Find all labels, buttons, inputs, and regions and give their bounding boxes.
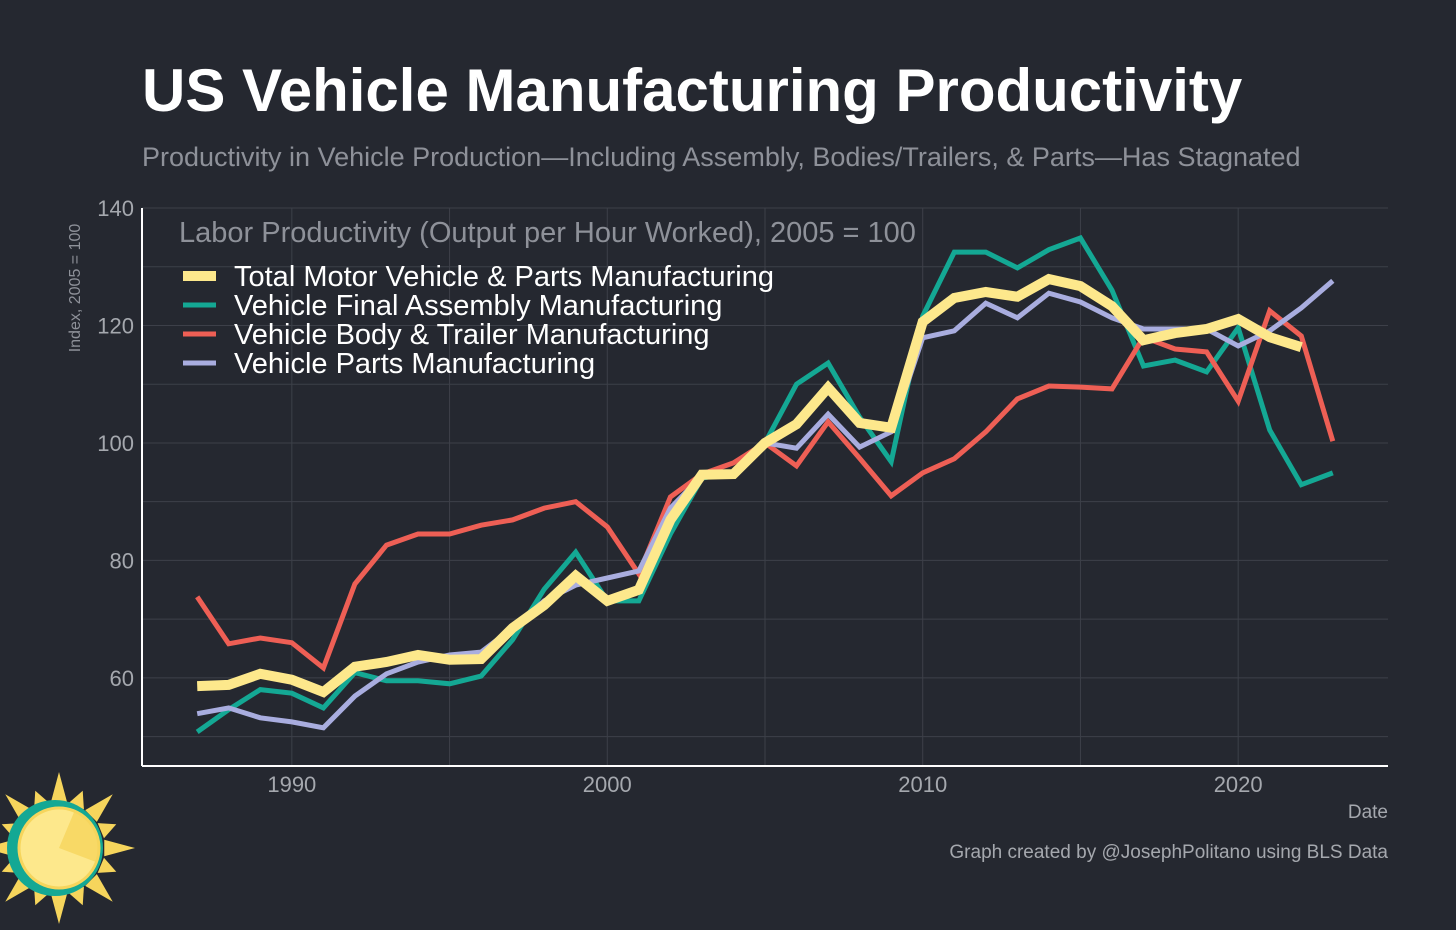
sun-ray: [50, 772, 68, 803]
source-credit: Graph created by @JosephPolitano using B…: [949, 842, 1388, 863]
sun-ray: [68, 790, 84, 810]
sun-ray: [97, 823, 117, 839]
legend-label: Vehicle Parts Manufacturing: [234, 348, 595, 380]
x-tick-label: 2020: [1214, 772, 1263, 797]
sun-ray: [85, 794, 113, 822]
x-tick-label: 2010: [898, 772, 947, 797]
x-axis-label: Date: [1348, 802, 1388, 823]
y-tick-label: 140: [97, 196, 134, 221]
axes: 60 80 100 120 140 1990 2000 2010 2020 Date Index, …: [67, 196, 1388, 823]
x-tick-label: 1990: [267, 772, 316, 797]
sun-ray: [104, 839, 135, 857]
y-tick-label: 120: [97, 313, 134, 338]
x-tick-label: 2000: [583, 772, 632, 797]
legend-label: Vehicle Final Assembly Manufacturing: [234, 290, 722, 322]
sun-ray: [50, 893, 68, 924]
chart-annotation: Labor Productivity (Output per Hour Work…: [179, 217, 916, 249]
y-axis-label: Index, 2005 = 100: [67, 224, 84, 353]
sun-ray: [85, 874, 113, 902]
y-tick-label: 80: [110, 548, 134, 573]
series-lines: [195, 234, 1336, 734]
chart-subtitle: Productivity in Vehicle Production—Inclu…: [142, 142, 1301, 172]
legend-label: Total Motor Vehicle & Parts Manufacturin…: [234, 261, 774, 293]
sun-logo-icon: [0, 772, 135, 924]
series-line-total-motor-vehicle-parts-manufacturing: [197, 273, 1303, 698]
y-tick-label: 60: [110, 666, 134, 691]
sun-ray: [68, 886, 84, 906]
legend: Labor Productivity (Output per Hour Work…: [179, 217, 916, 380]
legend-label: Vehicle Body & Trailer Manufacturing: [234, 319, 710, 351]
y-tick-label: 100: [97, 431, 134, 456]
sun-ray: [97, 857, 117, 873]
grid: [142, 207, 1388, 766]
chart-title: US Vehicle Manufacturing Productivity: [142, 57, 1243, 124]
